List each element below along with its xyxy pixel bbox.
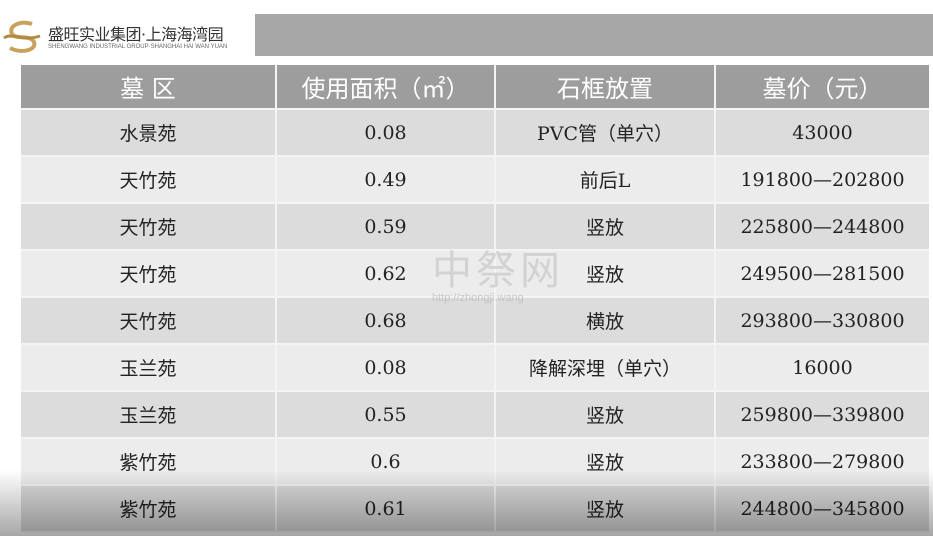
table-row: 紫竹苑 0.61 竖放 244800—345800 — [21, 485, 929, 533]
header-bar — [255, 14, 933, 56]
column-header-placement: 石框放置 — [495, 65, 716, 110]
cell-price: 244800—345800 — [715, 485, 929, 533]
cell-size: 0.62 — [276, 250, 496, 298]
cell-area: 天竹苑 — [21, 156, 277, 204]
cell-price: 293800—330800 — [715, 297, 929, 345]
cell-placement: 前后L — [495, 156, 716, 204]
cell-placement: 横放 — [495, 297, 716, 345]
table-header-row: 墓 区 使用面积（㎡） 石框放置 墓价（元） — [21, 65, 929, 110]
cell-placement: 竖放 — [495, 391, 716, 439]
cell-size: 0.55 — [276, 391, 496, 439]
table-row: 水景苑 0.08 PVC管（单穴） 43000 — [21, 109, 929, 157]
cell-price: 249500—281500 — [715, 250, 929, 298]
cell-area: 玉兰苑 — [21, 344, 277, 392]
cell-size: 0.6 — [276, 438, 496, 486]
cell-placement: 竖放 — [495, 203, 716, 251]
cell-price: 233800—279800 — [715, 438, 929, 486]
cell-size: 0.08 — [276, 109, 496, 157]
company-name-cn: 盛旺实业集团·上海海湾园 — [48, 25, 224, 44]
table-row: 天竹苑 0.62 竖放 249500—281500 — [21, 250, 929, 298]
cell-price: 43000 — [715, 109, 929, 157]
table-row: 天竹苑 0.49 前后L 191800—202800 — [21, 156, 929, 204]
column-header-area: 墓 区 — [21, 65, 277, 110]
table-row: 紫竹苑 0.6 竖放 233800—279800 — [21, 438, 929, 486]
cell-area: 水景苑 — [21, 109, 277, 157]
cell-area: 紫竹苑 — [21, 485, 277, 533]
cell-size: 0.08 — [276, 344, 496, 392]
cell-price: 191800—202800 — [715, 156, 929, 204]
cell-price: 16000 — [715, 344, 929, 392]
column-header-price: 墓价（元） — [715, 65, 929, 110]
cell-size: 0.61 — [276, 485, 496, 533]
table-row: 天竹苑 0.59 竖放 225800—244800 — [21, 203, 929, 251]
company-logo: 盛旺实业集团·上海海湾园 SHENGWANG INDUSTRIAL GROUP·… — [2, 18, 252, 58]
cell-area: 天竹苑 — [21, 250, 277, 298]
cell-area: 玉兰苑 — [21, 391, 277, 439]
column-header-size: 使用面积（㎡） — [276, 65, 496, 110]
cell-size: 0.59 — [276, 203, 496, 251]
logo-swirl-icon — [3, 20, 41, 53]
cell-area: 天竹苑 — [21, 203, 277, 251]
company-name-en: SHENGWANG INDUSTRIAL GROUP·SHANGHAI HAI … — [48, 44, 228, 50]
cell-placement: 竖放 — [495, 250, 716, 298]
cell-price: 225800—244800 — [715, 203, 929, 251]
price-table: 墓 区 使用面积（㎡） 石框放置 墓价（元） 水景苑 0.08 PVC管（单穴） 43… — [21, 65, 929, 533]
cell-placement: 竖放 — [495, 485, 716, 533]
cell-placement: 竖放 — [495, 438, 716, 486]
cell-price: 259800—339800 — [715, 391, 929, 439]
cell-size: 0.49 — [276, 156, 496, 204]
cell-size: 0.68 — [276, 297, 496, 345]
table-row: 玉兰苑 0.08 降解深埋（单穴） 16000 — [21, 344, 929, 392]
cell-placement: PVC管（单穴） — [495, 109, 716, 157]
cell-placement: 降解深埋（单穴） — [495, 344, 716, 392]
table-row: 玉兰苑 0.55 竖放 259800—339800 — [21, 391, 929, 439]
table-row: 天竹苑 0.68 横放 293800—330800 — [21, 297, 929, 345]
cell-area: 天竹苑 — [21, 297, 277, 345]
cell-area: 紫竹苑 — [21, 438, 277, 486]
